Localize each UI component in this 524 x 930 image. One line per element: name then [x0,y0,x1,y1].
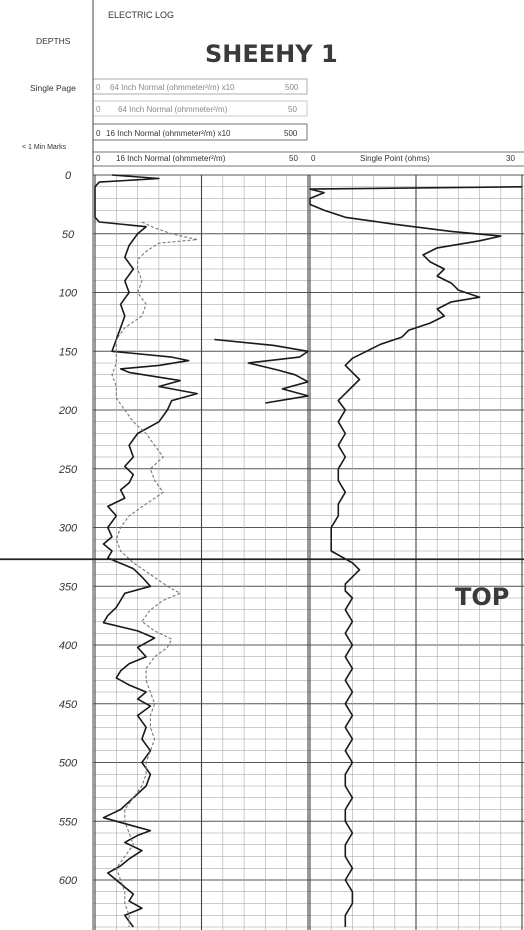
scale-row-3-right: 500 [284,129,298,138]
curve-64-inch-normal [111,221,198,927]
scale-row-2: 0 64 Inch Normal (ohmmeter²/m) 50 [92,100,308,117]
top-marker-label: TOP [455,583,509,611]
scale-sp-left: 0 [311,154,316,163]
scale-row-1-name: 64 Inch Normal (ohmmeter²/m) x10 [110,83,235,92]
scale-sp-name: Single Point (ohms) [360,154,430,163]
depth-tick-label: 450 [59,699,78,711]
log-curves [94,174,523,928]
depth-tick-label: 600 [59,875,78,887]
scale-row-4: 0 16 Inch Normal (ohmmeter²/m) 50 [96,154,298,163]
depth-tick-label: 500 [59,758,78,770]
scale-row-3-left: 0 [96,129,101,138]
scale-sp: 0 Single Point (ohms) 30 [311,154,515,163]
scale-row-1-right: 500 [285,83,299,92]
scale-row-4-right: 50 [289,154,298,163]
scale-row-3-name: 16 Inch Normal (ohmmeter²/m) x10 [106,129,231,138]
scale-row-2-right: 50 [288,105,297,114]
log-type-label: ELECTRIC LOG [108,10,174,20]
scale-row-2-left: 0 [96,105,101,114]
scale-row-4-left: 0 [96,154,101,163]
top-marker: TOP [0,558,524,611]
depth-tick-label: 250 [58,464,78,476]
min-marks-label: < 1 Min Marks [22,144,67,151]
scale-row-3: 0 16 Inch Normal (ohmmeter²/m) x10 500 [92,123,308,141]
depth-axis: 0 50 100 150 200 250 300 350 400 450 500 550 600 [58,170,78,887]
depth-tick-label: 50 [62,229,75,241]
depth-tick-label: 400 [59,640,78,652]
depth-tick-label: 200 [58,405,78,417]
depth-tick-label: 0 [65,170,72,182]
log-grid [93,174,524,930]
depths-label: DEPTHS [36,36,71,46]
depth-tick-label: 150 [59,346,78,358]
curve-16-inch-normal [94,174,198,928]
depth-tick-label: 300 [59,523,78,535]
depth-tick-label: 550 [59,816,78,828]
depth-tick-label: 350 [59,581,78,593]
scale-row-4-name: 16 Inch Normal (ohmmeter²/m) [116,154,226,163]
scale-sp-right: 30 [506,154,515,163]
curve-16-inch-normal-x10 [214,338,309,404]
scale-row-1-left: 0 [96,83,101,92]
curve-single-point [309,186,523,927]
single-page-label: Single Page [30,83,76,93]
well-name-title: SHEEHY 1 [205,40,338,68]
depth-tick-label: 100 [59,288,78,300]
scale-row-2-name: 64 Inch Normal (ohmmeter²/m) [118,105,228,114]
scale-row-1: 0 64 Inch Normal (ohmmeter²/m) x10 500 [92,78,308,95]
